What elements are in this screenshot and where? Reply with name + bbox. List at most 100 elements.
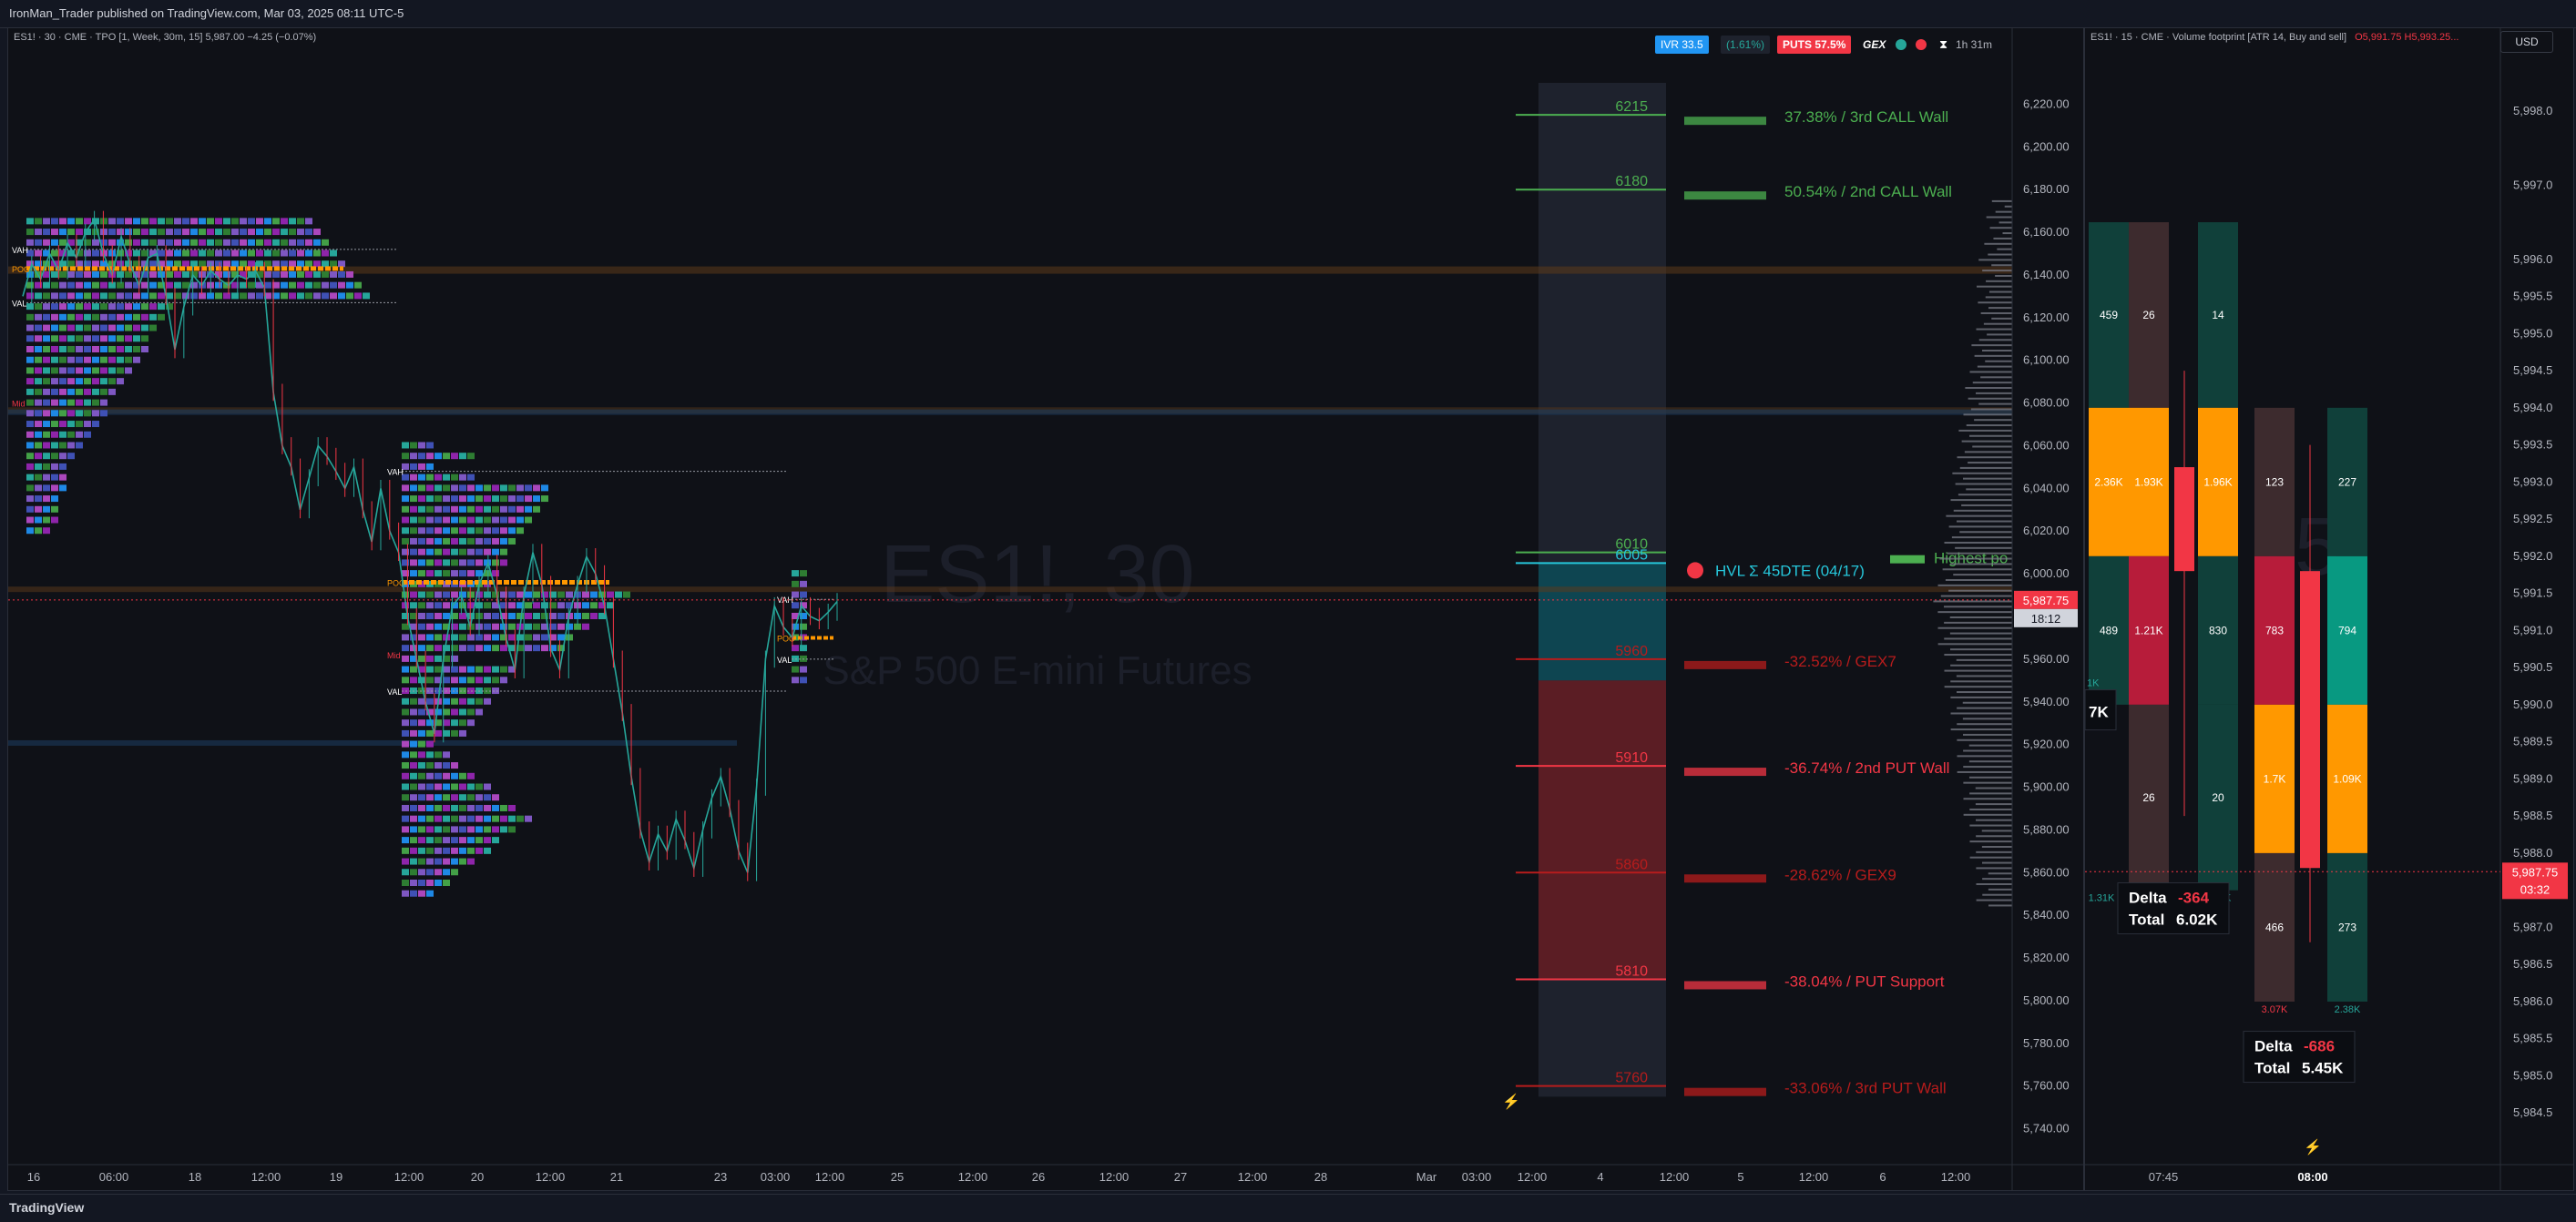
volume-profile-bar (1988, 872, 2012, 875)
week2-tpo-block (443, 847, 450, 854)
week1-tpo-block (215, 249, 222, 257)
week2-tpo-block (402, 495, 409, 503)
current-price-value: 5,987.75 (2512, 865, 2559, 879)
week2-tpo-block (426, 826, 434, 833)
week1-tpo-block (84, 356, 91, 363)
week2-tpo-block (459, 847, 466, 854)
week3-tpo-block (800, 645, 807, 652)
time-axis-tick: 12:00 (536, 1170, 566, 1184)
week2-tpo-block (426, 762, 434, 769)
puts-badge[interactable]: PUTS 57.5% (1777, 36, 1852, 54)
week2-tpo-block (443, 880, 450, 886)
week1-tpo-block (248, 249, 255, 257)
week1-tpo-block (149, 324, 157, 331)
week1-tpo-block (149, 303, 157, 311)
week1-tpo-block (59, 239, 66, 246)
week2-tpo-block (451, 527, 458, 535)
week1-tpo-block (26, 388, 34, 395)
week2-tpo-block (418, 495, 425, 503)
week1-tpo-block (59, 378, 66, 385)
week1-tpo-block (43, 442, 50, 449)
week2-tpo-block (451, 677, 458, 684)
week1-tpo-block (338, 270, 345, 278)
week1-tpo-block (59, 260, 66, 268)
week1-tpo-block (166, 281, 173, 289)
week2-tpo-block (426, 804, 434, 811)
tpo-tag-label: Mid (12, 400, 26, 409)
time-axis-tick: 20 (471, 1170, 484, 1184)
volume-profile-bar (1974, 354, 2012, 357)
week2-tpo-block (434, 570, 442, 577)
week1-tpo-block (133, 229, 140, 236)
price-axis-tick: 5,997.0 (2513, 178, 2552, 191)
week2-tpo-block (402, 858, 409, 865)
volume-profile-bar (1991, 264, 2012, 267)
ivr-badge[interactable]: IVR 33.5 (1655, 36, 1709, 54)
week2-tpo-block (418, 869, 425, 876)
tpo-tag-label: Mid (387, 651, 401, 660)
week1-tpo-block (223, 260, 230, 268)
price-axis-tick: 5,840.00 (2023, 908, 2070, 922)
volume-profile-bar (1966, 424, 2012, 427)
week2-tpo-block (402, 719, 409, 727)
week1-tpo-block (100, 367, 107, 374)
week1-tpo-block (141, 303, 148, 311)
week2-tpo-block (402, 442, 409, 449)
week1-tpo-block (272, 239, 280, 246)
week1-tpo-block (133, 346, 140, 352)
week1-tpo-block (256, 218, 263, 225)
week2-tpo-block (467, 591, 475, 598)
week1-tpo-block (264, 281, 271, 289)
footprint-chart[interactable]: 1545926142.36K1.93K1.96K4891.21K83026201… (2085, 28, 2573, 1190)
week2-tpo-block (402, 527, 409, 535)
week1-tpo-block (289, 281, 296, 289)
week2-tpo-block (402, 847, 409, 854)
week1-tpo-block (313, 281, 321, 289)
week2-tpo-block (533, 634, 540, 641)
week1-tpo-block (125, 346, 132, 352)
week2-tpo-block (475, 484, 483, 492)
week1-tpo-block (174, 229, 181, 236)
volume-profile-bar (1940, 595, 2012, 597)
week1-tpo-block (35, 356, 42, 363)
week2-tpo-block (402, 634, 409, 641)
week2-tpo-block (451, 645, 458, 652)
week2-tpo-block (418, 591, 425, 598)
week1-tpo-block (322, 249, 329, 257)
volume-profile-bar (1969, 808, 2012, 810)
week1-tpo-block (125, 313, 132, 321)
week1-tpo-block (26, 313, 34, 321)
week1-tpo-block (264, 239, 271, 246)
volume-profile-bar (1963, 813, 2012, 816)
week2-tpo-block (418, 783, 425, 790)
left-chart-panel[interactable]: ES1! · 30 · CME · TPO [1, Week, 30m, 15]… (7, 27, 2084, 1191)
volume-profile-bar (1952, 472, 2012, 474)
tradingview-logo[interactable]: TradingView (9, 1200, 85, 1215)
week1-tpo-block (141, 346, 148, 352)
week1-tpo-block (297, 229, 304, 236)
week2-tpo-block (451, 655, 458, 662)
week1-tpo-block (100, 292, 107, 300)
week2-tpo-block (598, 591, 606, 598)
week2-tpo-block (426, 453, 434, 460)
week3-tpo-block (800, 613, 807, 619)
week1-tpo-block (26, 431, 34, 438)
week2-tpo-block (418, 804, 425, 811)
week2-tpo-block (475, 837, 483, 844)
week1-tpo-block (338, 281, 345, 289)
price-axis-tick: 5,990.5 (2513, 660, 2552, 674)
week1-tpo-block (158, 249, 165, 257)
week1-tpo-block (322, 239, 329, 246)
week2-tpo-block (410, 751, 417, 759)
week2-tpo-block (492, 634, 499, 641)
week1-tpo-block (92, 421, 99, 428)
price-axis-tick: 5,985.0 (2513, 1068, 2552, 1082)
week2-tpo-block (492, 645, 499, 652)
week1-tpo-block (51, 463, 58, 470)
week2-tpo-block (451, 794, 458, 801)
right-chart-panel[interactable]: ES1! · 15 · CME · Volume footprint [ATR … (2084, 27, 2574, 1191)
left-price-chart[interactable]: ES1!, 30 S&P 500 E-mini Futures VAH POC VAL M… (8, 28, 2083, 1190)
price-axis-tick: 5,986.0 (2513, 994, 2552, 1008)
week1-tpo-block (297, 218, 304, 225)
week1-tpo-block (100, 281, 107, 289)
